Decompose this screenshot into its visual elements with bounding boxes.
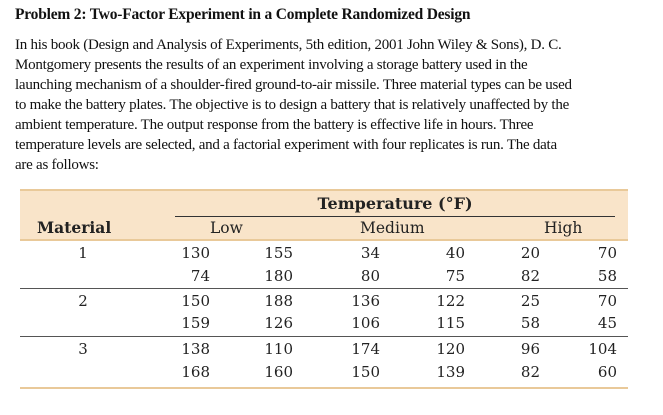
table-cell: 96 bbox=[520, 340, 540, 358]
material-label: 1 bbox=[78, 244, 88, 262]
table-cell: 40 bbox=[445, 244, 465, 262]
table-cell: 180 bbox=[264, 267, 293, 285]
table-cell: 74 bbox=[190, 267, 210, 285]
table-cell: 136 bbox=[351, 292, 380, 310]
table-cell: 150 bbox=[351, 363, 380, 381]
table-cell: 25 bbox=[520, 292, 540, 310]
level-header-low: Low bbox=[210, 219, 243, 237]
table-cell: 82 bbox=[520, 363, 540, 381]
table-cell: 20 bbox=[520, 244, 540, 262]
table-cell: 174 bbox=[351, 340, 380, 358]
table-cell: 160 bbox=[264, 363, 293, 381]
problem-description: In his book (Design and Analysis of Expe… bbox=[15, 35, 572, 175]
table-cell: 155 bbox=[264, 244, 293, 262]
table-cell: 60 bbox=[597, 363, 617, 381]
table-cell: 58 bbox=[597, 267, 617, 285]
table-cell: 106 bbox=[351, 314, 380, 332]
paragraph-line: temperature levels are selected, and a f… bbox=[15, 137, 557, 153]
table-cell: 138 bbox=[181, 340, 210, 358]
table-cell: 130 bbox=[181, 244, 210, 262]
table-cell: 104 bbox=[588, 340, 617, 358]
table-cell: 139 bbox=[436, 363, 465, 381]
problem-title: Problem 2: Two-Factor Experiment in a Co… bbox=[15, 6, 471, 23]
table-cell: 120 bbox=[436, 340, 465, 358]
temperature-header: Temperature (°F) bbox=[317, 194, 473, 213]
paragraph-line: In his book (Design and Analysis of Expe… bbox=[15, 37, 562, 53]
material-label: 2 bbox=[78, 292, 88, 310]
table-cell: 188 bbox=[264, 292, 293, 310]
level-header-high: High bbox=[544, 219, 583, 237]
header-rule bbox=[175, 216, 615, 217]
table-cell: 159 bbox=[181, 314, 210, 332]
table-cell: 45 bbox=[597, 314, 617, 332]
material-header: Material bbox=[37, 218, 112, 237]
table-cell: 58 bbox=[520, 314, 540, 332]
table-cell: 75 bbox=[445, 267, 465, 285]
table-cell: 150 bbox=[181, 292, 210, 310]
table-cell: 82 bbox=[520, 267, 540, 285]
table-cell: 115 bbox=[436, 314, 465, 332]
table-bottom-rule bbox=[20, 387, 628, 389]
table-cell: 168 bbox=[181, 363, 210, 381]
paragraph-line: ambient temperature. The output response… bbox=[15, 117, 534, 133]
table-cell: 70 bbox=[597, 292, 617, 310]
paragraph-line: launching mechanism of a shoulder-fired … bbox=[15, 77, 572, 93]
data-table: Temperature (°F) Material Low Medium Hig… bbox=[20, 189, 628, 391]
paragraph-line: Montgomery presents the results of an ex… bbox=[15, 57, 528, 73]
table-cell: 80 bbox=[360, 267, 380, 285]
table-cell: 70 bbox=[597, 244, 617, 262]
table-cell: 34 bbox=[360, 244, 380, 262]
group-divider bbox=[20, 336, 628, 337]
table-header: Temperature (°F) Material Low Medium Hig… bbox=[20, 189, 628, 241]
material-label: 3 bbox=[78, 340, 88, 358]
level-header-medium: Medium bbox=[360, 219, 425, 237]
group-divider bbox=[20, 288, 628, 289]
table-cell: 122 bbox=[436, 292, 465, 310]
paragraph-line: are as follows: bbox=[15, 157, 99, 173]
paragraph-line: to make the battery plates. The objectiv… bbox=[15, 97, 570, 113]
table-cell: 110 bbox=[264, 340, 293, 358]
table-cell: 126 bbox=[264, 314, 293, 332]
